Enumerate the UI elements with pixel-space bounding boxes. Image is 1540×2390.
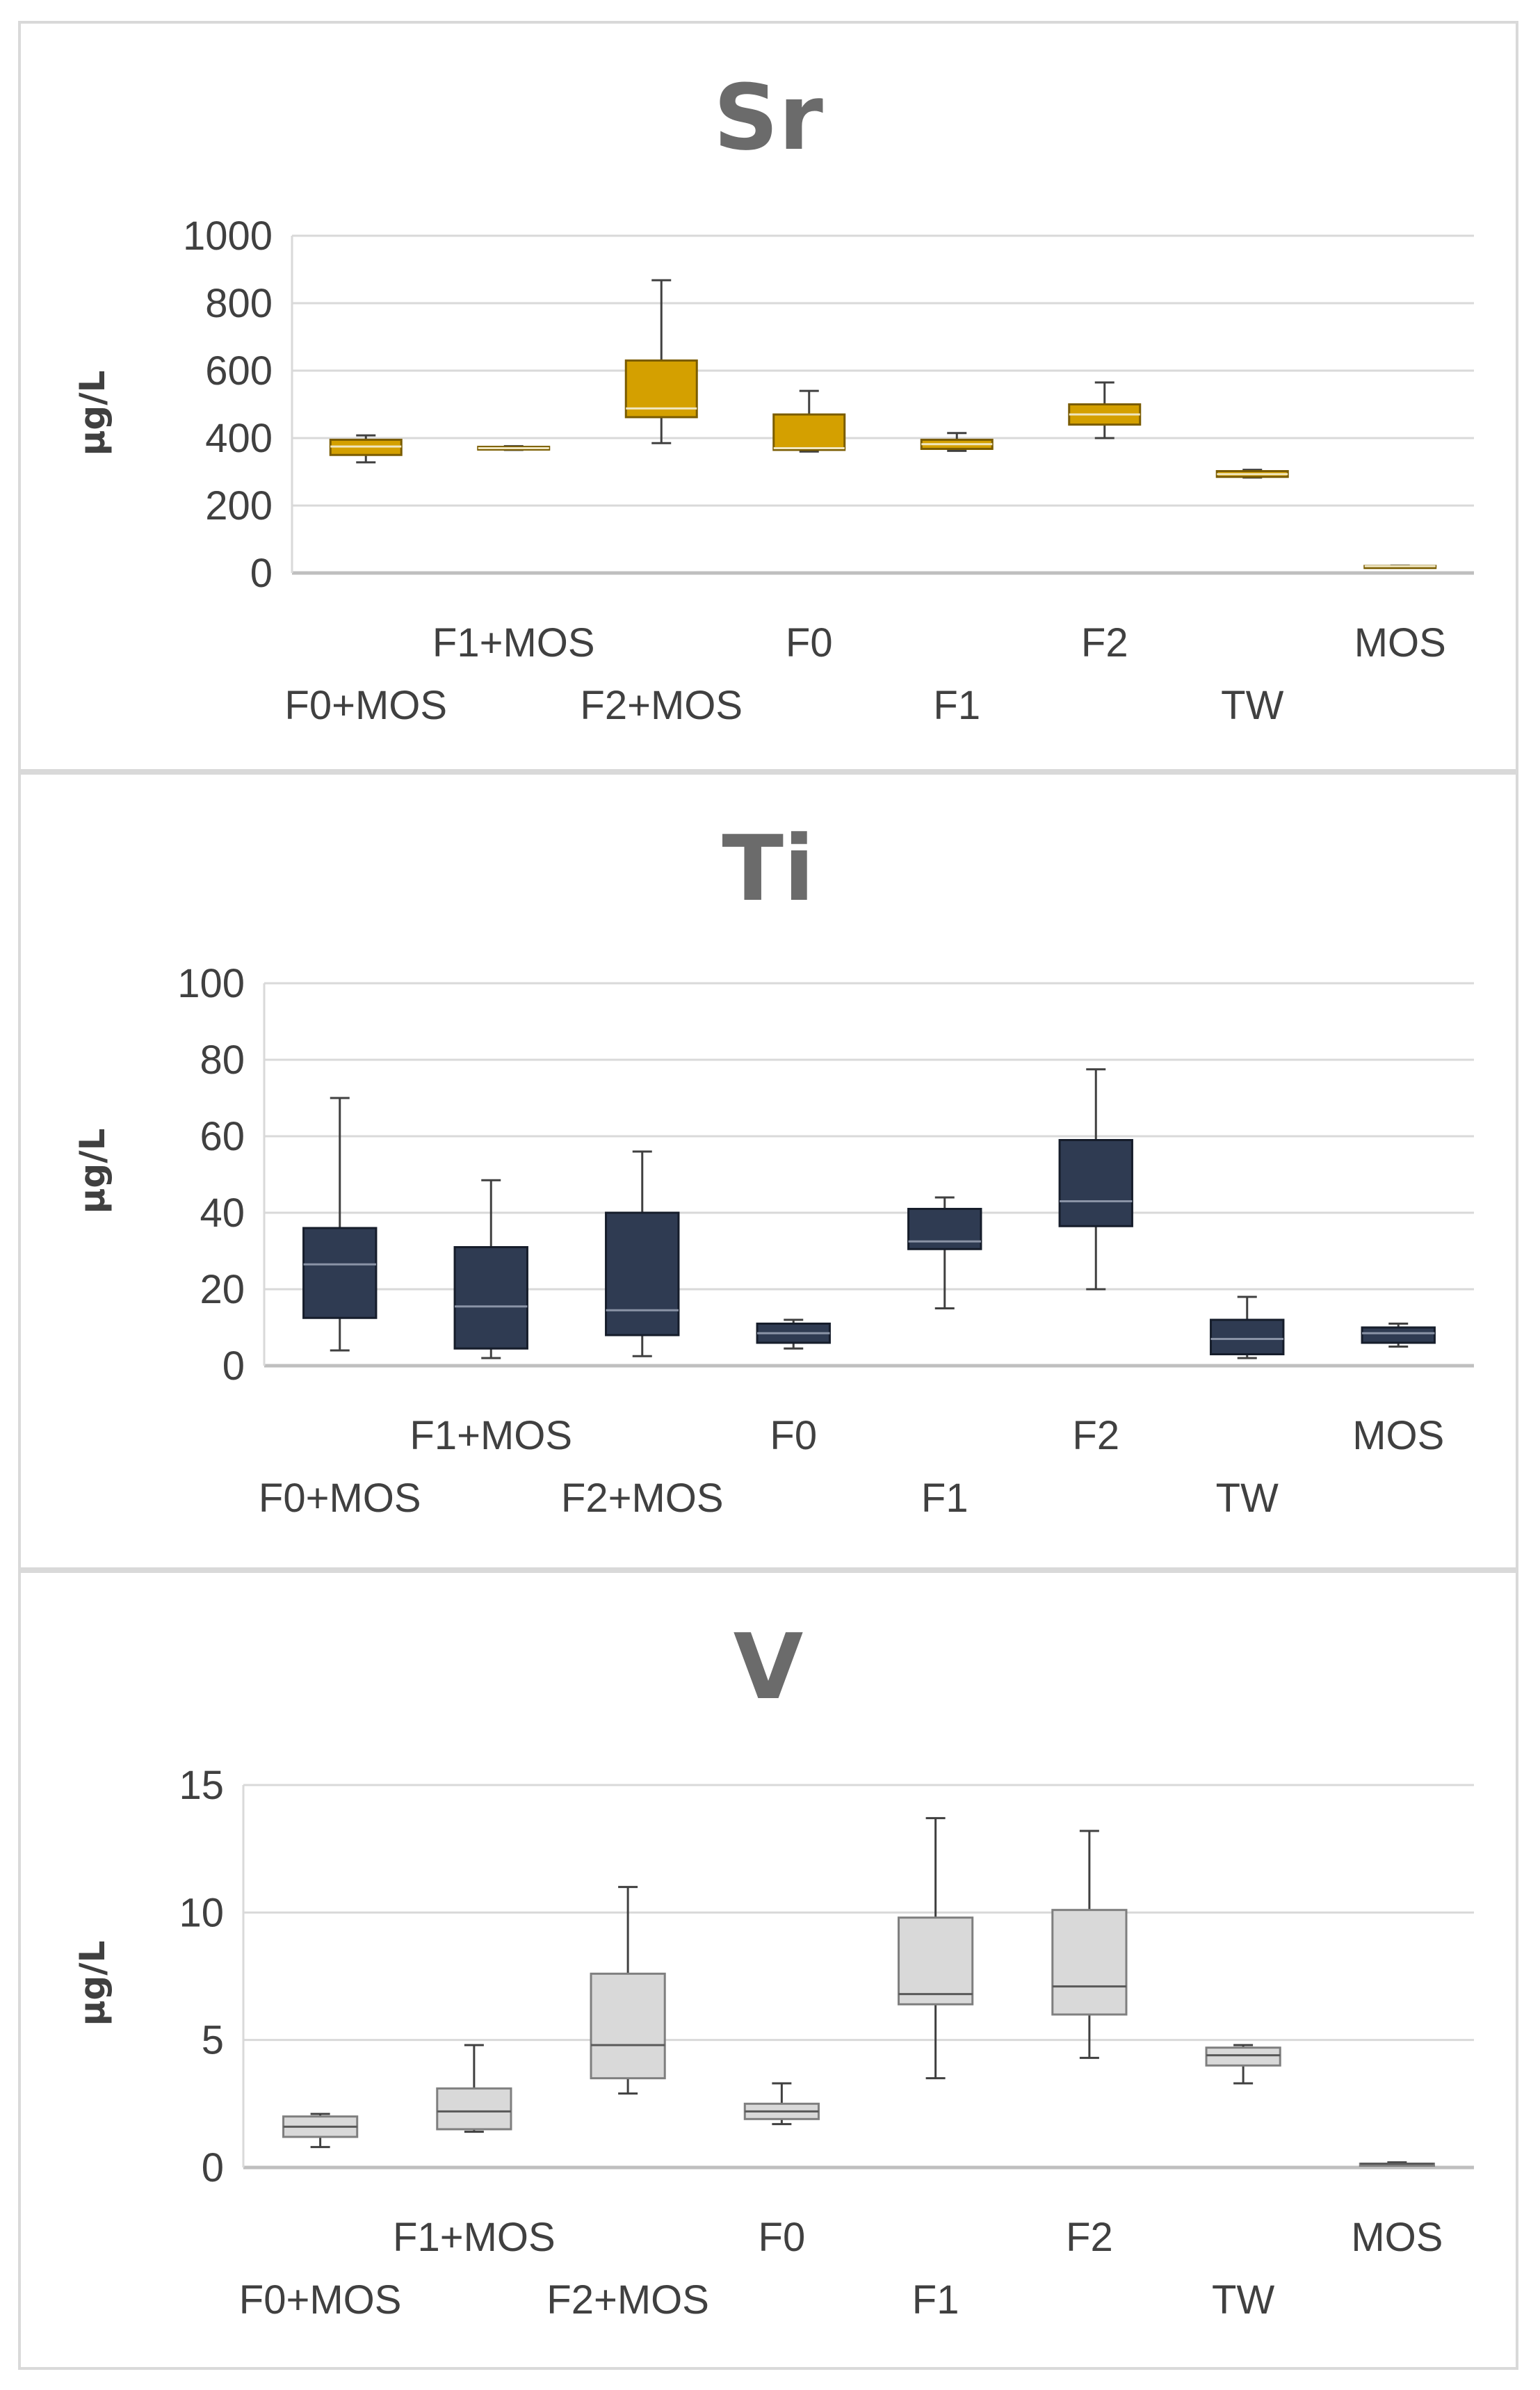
x-category-label: MOS	[1351, 2215, 1443, 2260]
y-tick-label: 15	[179, 1763, 224, 1808]
chart-panel-v: V µg/L 0 5 10 15 F0+MOS F1+MOS F2+MOS F0 F1 F2 TW…	[18, 1570, 1518, 2370]
y-tick-label: 40	[200, 1190, 245, 1236]
box-iqr	[605, 1211, 680, 1337]
box-iqr	[590, 1972, 666, 2080]
box-iqr	[772, 413, 846, 451]
x-category-label: F0	[770, 1413, 817, 1458]
y-tick-label: 10	[179, 1890, 224, 1935]
box-iqr	[436, 2087, 512, 2131]
box-iqr	[1210, 1318, 1285, 1355]
box-F1	[920, 432, 994, 452]
box-F0	[772, 389, 846, 453]
box-F0	[743, 2082, 820, 2126]
box-iqr	[302, 1227, 378, 1319]
box-F2+MOS	[590, 1886, 666, 2095]
x-category-label: TW	[1212, 2277, 1274, 2323]
box-iqr	[898, 1916, 974, 2005]
chart-sr: Sr µg/L 0 200 400 600 800 1000 F0+MOS F1+MOS F2…	[72, 65, 1474, 728]
y-tick-label: 60	[200, 1114, 245, 1159]
x-category-label: F1+MOS	[432, 620, 595, 665]
box-F1	[898, 1817, 974, 2080]
box-TW	[1215, 469, 1289, 479]
box-F1+MOS	[477, 445, 551, 451]
x-category-label: F0	[786, 620, 833, 665]
box-F2	[1068, 381, 1142, 439]
x-category-label: F0	[759, 2215, 806, 2260]
box-iqr	[1058, 1139, 1133, 1227]
y-tick-label: 5	[202, 2018, 224, 2063]
y-tick-label: 0	[250, 551, 273, 596]
y-axis-label: µg/L	[72, 371, 113, 456]
x-category-label: MOS	[1352, 1413, 1444, 1458]
chart-panel-sr: Sr µg/L 0 200 400 600 800 1000 F0+MOS F1+MOS F2…	[18, 21, 1518, 772]
x-category-label: F1	[933, 683, 980, 728]
box-F0+MOS	[302, 1097, 378, 1352]
chart-panel-ti: Ti µg/L 0 20 40 60 80 100 F0+MOS F1+MOS F2+MOS F…	[18, 772, 1518, 1570]
x-category-label: F0+MOS	[259, 1476, 421, 1521]
chart-title: Ti	[722, 816, 814, 921]
y-tick-label: 20	[200, 1267, 245, 1312]
box-F0	[756, 1318, 831, 1350]
box-F2+MOS	[624, 279, 698, 444]
y-tick-label: 800	[205, 281, 273, 326]
box-iqr	[453, 1246, 528, 1350]
y-axis-label: µg/L	[72, 1129, 113, 1214]
x-category-label: F1	[912, 2277, 959, 2323]
y-tick-label: 80	[200, 1037, 245, 1083]
x-category-label: F2+MOS	[561, 1476, 724, 1521]
box-iqr	[1205, 2046, 1281, 2067]
chart-v: V µg/L 0 5 10 15 F0+MOS F1+MOS F2+MOS F0 F1 F2 TW…	[72, 1614, 1474, 2323]
box-TW	[1205, 2044, 1281, 2085]
box-TW	[1210, 1295, 1285, 1359]
x-category-label: F2	[1066, 2215, 1113, 2260]
x-category-label: F0+MOS	[239, 2277, 402, 2323]
box-MOS	[1361, 1323, 1436, 1348]
box-MOS	[1363, 564, 1437, 570]
x-category-label: F2	[1081, 620, 1128, 665]
y-tick-label: 0	[222, 1343, 245, 1389]
box-F2+MOS	[605, 1150, 680, 1357]
box-F2	[1051, 1830, 1128, 2059]
x-category-label: TW	[1221, 683, 1283, 728]
box-F1+MOS	[436, 2044, 512, 2133]
y-tick-label: 1000	[183, 213, 273, 259]
box-iqr	[1051, 1909, 1128, 2016]
x-category-label: MOS	[1354, 620, 1446, 665]
x-category-label: F1+MOS	[410, 1413, 572, 1458]
x-category-label: F2+MOS	[546, 2277, 709, 2323]
chart-title: V	[733, 1614, 804, 1720]
box-F2	[1058, 1068, 1133, 1291]
chart-title: Sr	[713, 65, 823, 170]
x-category-label: F1	[921, 1476, 968, 1521]
y-tick-label: 600	[205, 348, 273, 394]
y-tick-label: 100	[177, 961, 245, 1006]
x-category-label: TW	[1216, 1476, 1279, 1521]
box-iqr	[907, 1208, 982, 1250]
box-F1+MOS	[453, 1179, 528, 1359]
y-axis-label: µg/L	[72, 1941, 113, 2026]
box-iqr	[1361, 1326, 1436, 1344]
box-F1	[907, 1196, 982, 1309]
box-F0+MOS	[329, 434, 403, 464]
x-category-label: F0+MOS	[284, 683, 447, 728]
box-MOS	[1359, 2161, 1435, 2167]
x-category-label: F2+MOS	[580, 683, 743, 728]
x-category-label: F1+MOS	[393, 2215, 556, 2260]
x-category-label: F2	[1072, 1413, 1119, 1458]
y-tick-label: 0	[202, 2145, 224, 2190]
chart-ti: Ti µg/L 0 20 40 60 80 100 F0+MOS F1+MOS F2+MOS F…	[72, 816, 1474, 1521]
y-tick-label: 400	[205, 416, 273, 461]
box-F0+MOS	[282, 2113, 359, 2149]
y-tick-label: 200	[205, 483, 273, 528]
